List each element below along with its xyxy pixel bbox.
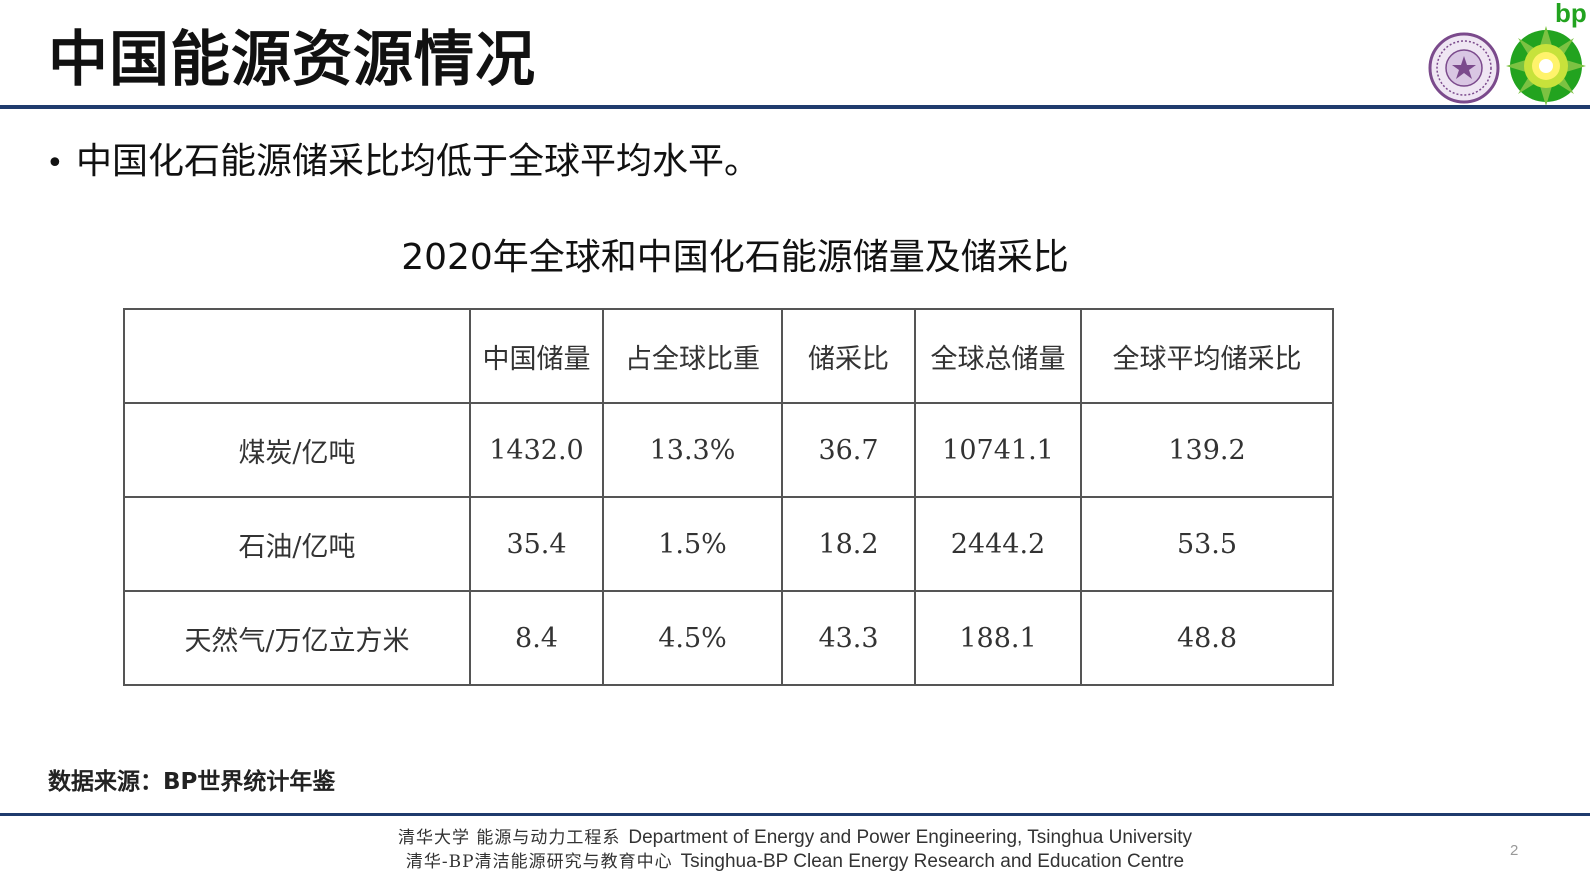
table-cell: 8.4 (469, 590, 604, 686)
tsinghua-seal-icon (1428, 32, 1500, 104)
table-cell: 53.5 (1080, 496, 1334, 592)
table-cell: 2444.2 (914, 496, 1082, 592)
table-header-cell: 全球总储量 (914, 308, 1082, 404)
table-header-cell: 占全球比重 (602, 308, 783, 404)
bp-logo: bp (1502, 0, 1590, 106)
table-cell: 139.2 (1080, 402, 1334, 498)
footer: 清华大学 能源与动力工程系 Department of Energy and Po… (0, 826, 1590, 874)
bullet-text: 中国化石能源储采比均低于全球平均水平。 (76, 141, 761, 182)
table-row: 煤炭/亿吨 1432.0 13.3% 36.7 10741.1 139.2 (123, 402, 1334, 498)
table-header-row: 中国储量 占全球比重 储采比 全球总储量 全球平均储采比 (123, 308, 1334, 404)
table-cell: 10741.1 (914, 402, 1082, 498)
footer-divider (0, 813, 1590, 816)
table-row: 石油/亿吨 35.4 1.5% 18.2 2444.2 53.5 (123, 496, 1334, 592)
bullet-point: • 中国化石能源储采比均低于全球平均水平。 (46, 140, 760, 186)
header-divider (0, 105, 1590, 109)
data-source-note: 数据来源：BP世界统计年鉴 (48, 769, 336, 795)
slide-title: 中国能源资源情况 (48, 25, 536, 95)
table-row: 天然气/万亿立方米 8.4 4.5% 43.3 188.1 48.8 (123, 590, 1334, 686)
footer-centre-cn: 清华-BP清洁能源研究与教育中心 (405, 852, 673, 872)
table-cell: 35.4 (469, 496, 604, 592)
table-cell: 1.5% (602, 496, 783, 592)
table-header-cell (123, 308, 471, 404)
table-cell: 4.5% (602, 590, 783, 686)
table-cell: 天然气/万亿立方米 (123, 590, 471, 686)
reserves-table: 中国储量 占全球比重 储采比 全球总储量 全球平均储采比 煤炭/亿吨 1432.… (123, 308, 1334, 686)
bp-wordmark: bp (1555, 0, 1587, 28)
table-cell: 13.3% (602, 402, 783, 498)
table-cell: 48.8 (1080, 590, 1334, 686)
footer-line-1: 清华大学 能源与动力工程系 Department of Energy and Po… (0, 826, 1590, 850)
footer-centre-en: Tsinghua-BP Clean Energy Research and Ed… (680, 851, 1185, 872)
table-caption: 2020年全球和中国化石能源储量及储采比 (401, 237, 1069, 278)
footer-dept-cn: 清华大学 能源与动力工程系 (397, 828, 621, 848)
page-number: 2 (1510, 842, 1519, 859)
table-header-cell: 储采比 (781, 308, 916, 404)
table-cell: 36.7 (781, 402, 916, 498)
table-cell: 188.1 (914, 590, 1082, 686)
table-cell: 18.2 (781, 496, 916, 592)
table-cell: 1432.0 (469, 402, 604, 498)
table-cell: 煤炭/亿吨 (123, 402, 471, 498)
table-header-cell: 全球平均储采比 (1080, 308, 1334, 404)
footer-line-2: 清华-BP清洁能源研究与教育中心 Tsinghua-BP Clean Energy… (0, 850, 1590, 874)
table-cell: 石油/亿吨 (123, 496, 471, 592)
footer-dept-en: Department of Energy and Power Engineeri… (628, 827, 1193, 848)
table-header-cell: 中国储量 (469, 308, 604, 404)
bp-helios-icon (1506, 26, 1586, 106)
table-cell: 43.3 (781, 590, 916, 686)
bullet-dot-icon: • (46, 146, 64, 181)
